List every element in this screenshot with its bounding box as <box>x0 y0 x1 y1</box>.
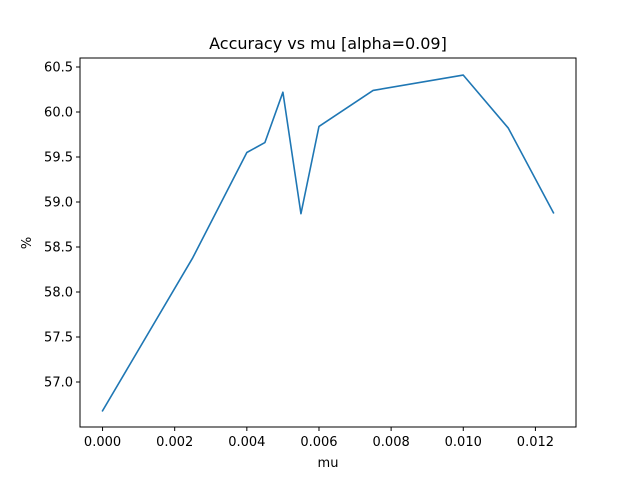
x-tick-label: 0.002 <box>156 435 193 450</box>
y-tick-label: 58.0 <box>44 286 73 301</box>
plot-area: 0.000 0.002 0.004 0.006 0.008 0.010 0.012 57.0 5… <box>44 57 577 450</box>
y-tick-label: 57.5 <box>44 331 73 346</box>
x-axis-label: mu <box>318 456 339 471</box>
x-tick-label: 0.004 <box>228 435 265 450</box>
y-axis-label: % <box>20 237 35 249</box>
y-tick-label: 59.0 <box>44 196 73 211</box>
y-tick-label: 59.5 <box>44 151 73 166</box>
x-tick-label: 0.008 <box>373 435 410 450</box>
x-tick-label: 0.000 <box>84 435 121 450</box>
y-tick-label: 60.0 <box>44 106 73 121</box>
y-tick-label: 60.5 <box>44 61 73 76</box>
series-line-accuracy <box>101 74 555 412</box>
axes-frame <box>79 57 577 428</box>
y-tick-label: 58.5 <box>44 241 73 256</box>
y-tick-label: 57.0 <box>44 376 73 391</box>
x-tick-label: 0.012 <box>517 435 554 450</box>
x-tick-label: 0.006 <box>300 435 337 450</box>
x-tick-label: 0.010 <box>445 435 482 450</box>
chart-title: Accuracy vs mu [alpha=0.09] <box>209 34 447 53</box>
